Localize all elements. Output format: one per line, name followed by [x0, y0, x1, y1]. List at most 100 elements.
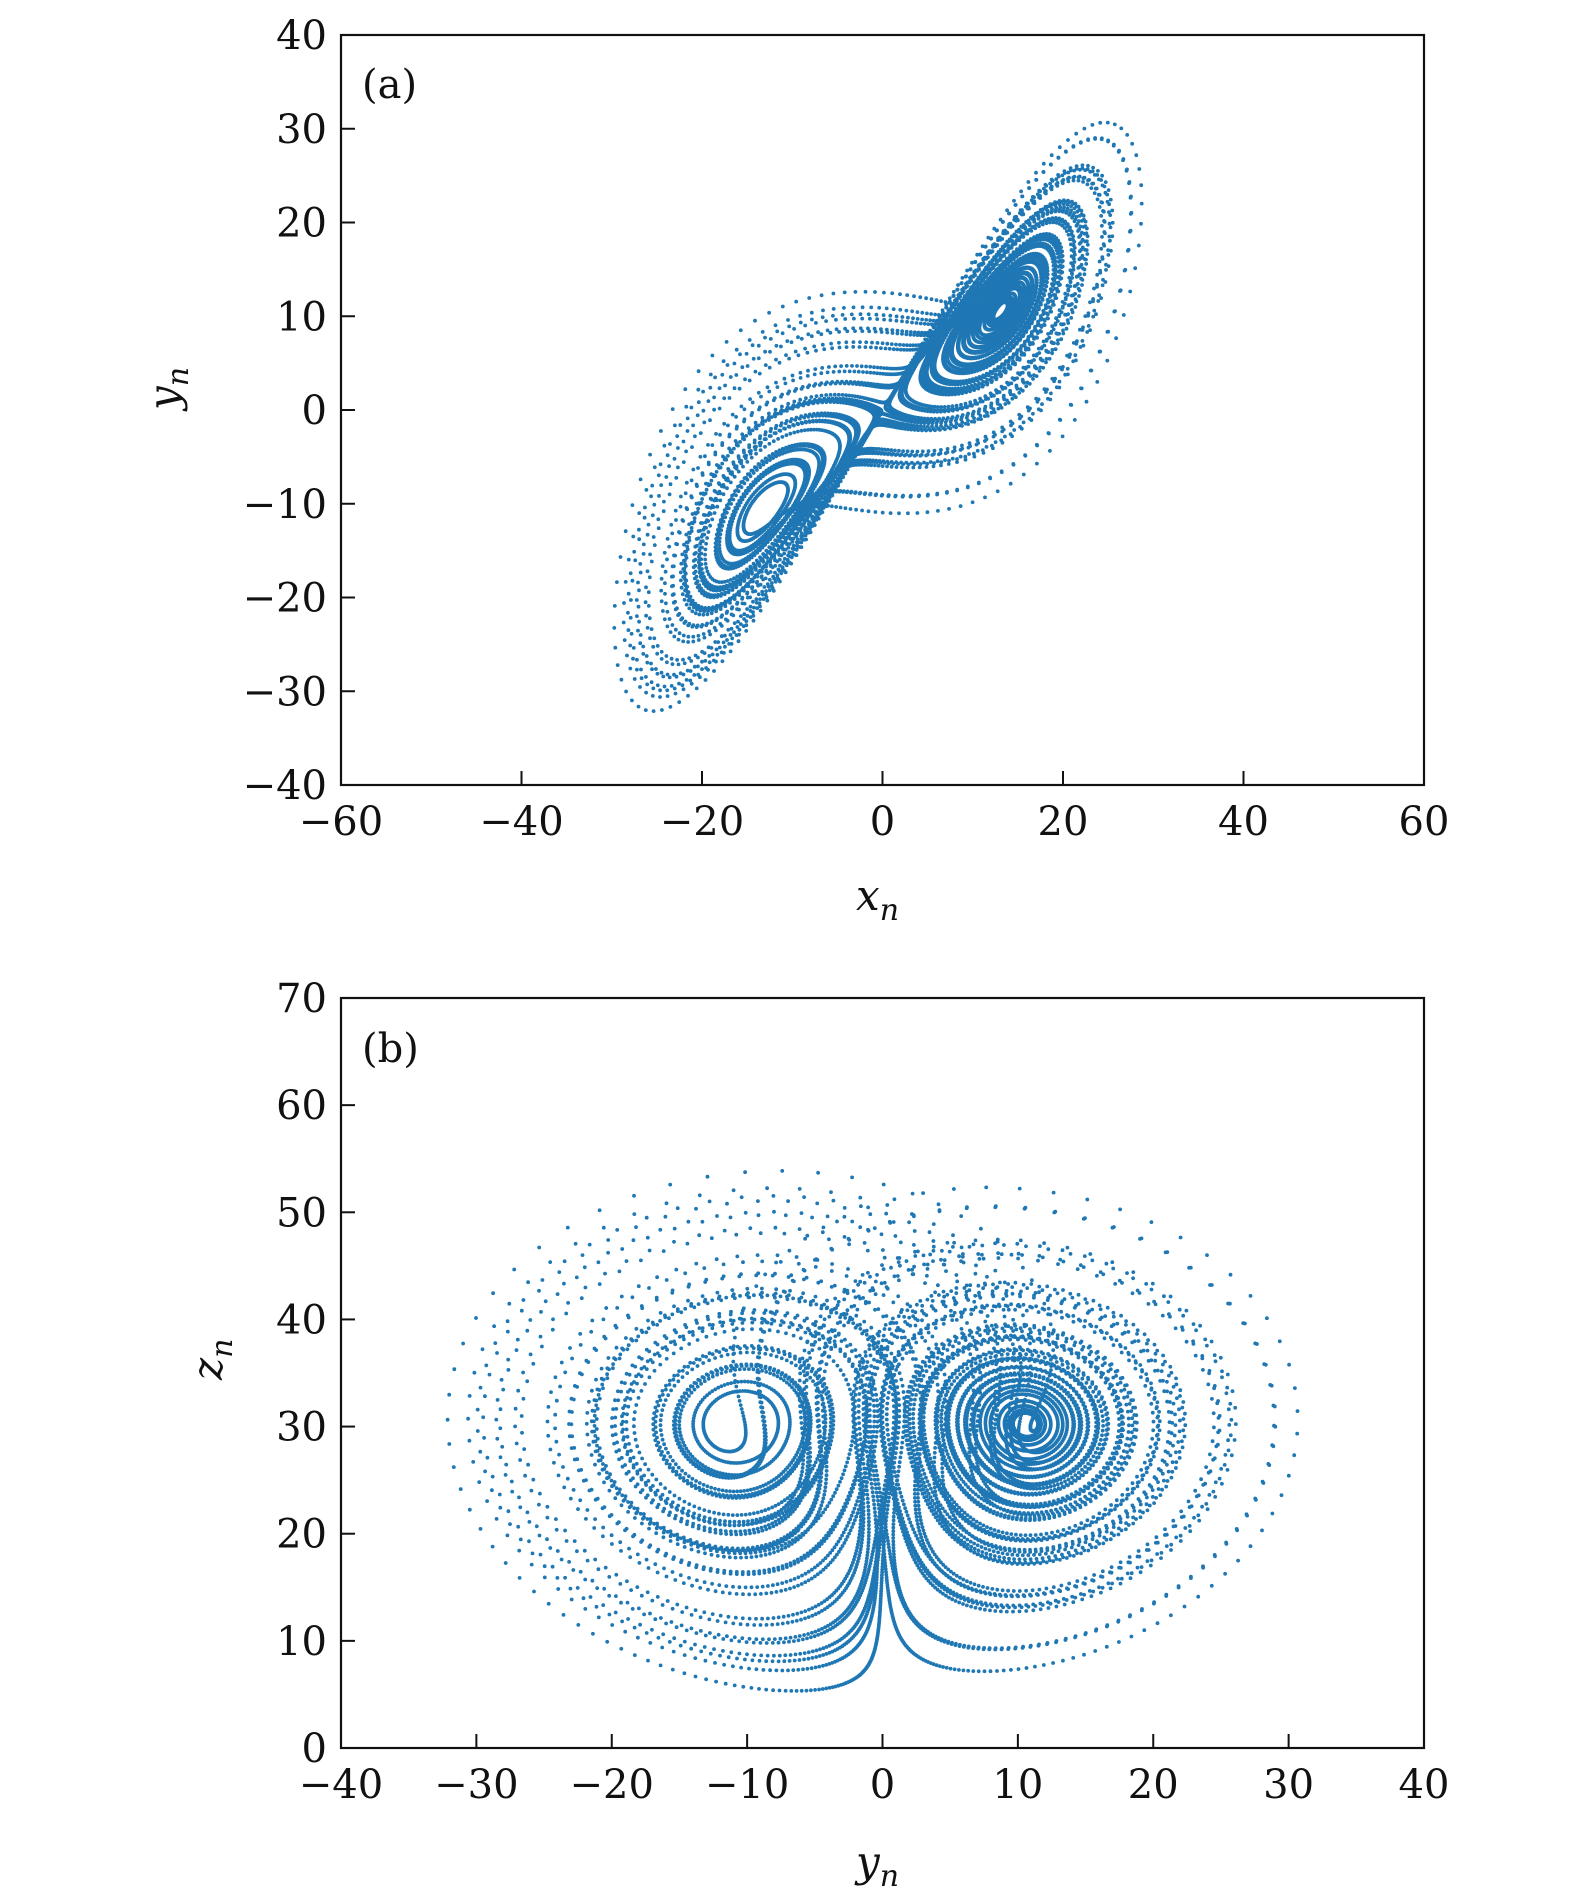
panel-a-point	[703, 552, 707, 557]
panel-a-point	[705, 569, 710, 574]
panel-a-point	[639, 676, 644, 681]
panel-a-point	[646, 522, 651, 527]
panel-a-point	[725, 363, 730, 367]
panel-a-point	[659, 429, 663, 433]
panel-a-point	[901, 449, 905, 453]
panel-a-point	[715, 504, 720, 509]
panel-a-point	[1012, 198, 1016, 203]
panel-a-point	[943, 300, 948, 304]
panel-a-point	[712, 669, 716, 673]
panel-a-point	[838, 505, 843, 510]
panel-a-point	[687, 530, 691, 535]
panel-a-point	[703, 562, 708, 566]
panel-a-point	[758, 608, 763, 613]
panel-a-point	[738, 572, 743, 577]
panel-a-point	[812, 384, 816, 388]
panel-a-point	[628, 571, 633, 576]
panel-a-point	[706, 530, 711, 534]
panel-a-point	[765, 598, 770, 603]
panel-a-point	[1049, 153, 1054, 158]
panel-a-point	[734, 426, 739, 431]
panel-a-point	[693, 511, 698, 515]
panel-a-point	[784, 353, 788, 357]
panel-a-point	[615, 580, 619, 584]
panel-a-point	[673, 508, 678, 513]
panel-a-point	[798, 370, 803, 375]
panel-a-point	[830, 504, 834, 509]
panel-a-point	[645, 569, 650, 574]
panel-a-point	[1066, 138, 1070, 142]
panel-a-point	[659, 599, 664, 604]
panel-a-point	[1037, 369, 1042, 373]
panel-a-point	[920, 449, 925, 454]
panel-a-point	[851, 340, 856, 344]
panel-a-point	[651, 709, 656, 713]
panel-a-point	[713, 452, 718, 457]
panel-a-point	[837, 340, 841, 345]
panel-a-point	[745, 590, 750, 595]
panel-a-point	[738, 622, 743, 626]
panel-a-point	[745, 614, 750, 618]
panel-a-point	[833, 364, 838, 369]
panel-a-point	[688, 678, 693, 683]
panel-a-point	[1049, 391, 1053, 396]
panel-a-point	[751, 356, 756, 361]
panel-a-point	[820, 315, 825, 320]
panel-a-point	[711, 473, 716, 477]
panel-a-point	[795, 429, 800, 434]
panel-a-point	[691, 639, 696, 644]
panel-a-point	[889, 464, 894, 469]
panel-a-point	[839, 364, 843, 368]
panel-a-point	[686, 693, 690, 698]
panel-a-point	[742, 419, 746, 424]
panel-a-point	[1081, 180, 1085, 184]
panel-a-point	[662, 617, 667, 622]
panel-a-point	[637, 527, 641, 532]
panel-a-point	[716, 464, 721, 469]
panel-a-point	[697, 501, 701, 505]
panel-a-point	[1128, 289, 1133, 294]
panel-a-point	[840, 393, 845, 397]
panel-a-point	[813, 367, 818, 371]
panel-a-point	[679, 494, 683, 499]
panel-a-point	[788, 431, 793, 436]
panel-a-point	[704, 541, 708, 546]
panel-a-point	[898, 292, 902, 297]
panel-a-point	[844, 364, 849, 368]
panel-a-point	[773, 579, 778, 584]
panel-a-point	[661, 674, 666, 679]
panel-a-point	[706, 462, 711, 467]
panel-a-point	[1017, 390, 1022, 395]
panel-a-point	[667, 464, 671, 468]
panel-a-point	[1110, 208, 1115, 213]
panel-a-point	[1080, 339, 1085, 343]
panel-a-point	[1012, 428, 1017, 432]
panel-a-point	[1107, 221, 1112, 226]
panel-a-point	[1089, 186, 1094, 191]
panel-a-point	[809, 395, 814, 399]
panel-a-point	[875, 365, 880, 370]
panel-a-point	[708, 523, 712, 528]
panel-a-point	[632, 549, 637, 554]
panel-a-point	[725, 638, 729, 642]
panel-a-point	[794, 299, 799, 304]
panel-a-point	[833, 381, 838, 386]
panel-a-point	[626, 591, 631, 596]
panel-a-point	[729, 626, 734, 631]
panel-a-point	[702, 635, 707, 640]
panel-a-point	[669, 522, 674, 527]
panel-a-point	[1086, 324, 1091, 328]
panel-a-point	[811, 419, 816, 424]
panel-a-point	[792, 399, 797, 404]
panel-a-point	[786, 401, 791, 406]
panel-a-point	[679, 578, 683, 583]
panel-a-point	[798, 320, 803, 325]
panel-a-point	[787, 425, 792, 429]
panel-a-point	[626, 610, 630, 615]
panel-a-point	[650, 667, 654, 672]
panel-a-point	[951, 289, 956, 294]
panel-a-point	[691, 467, 696, 472]
panel-a-point	[677, 700, 682, 704]
panel-a-point	[928, 460, 933, 464]
panel-a-point	[1103, 180, 1108, 185]
